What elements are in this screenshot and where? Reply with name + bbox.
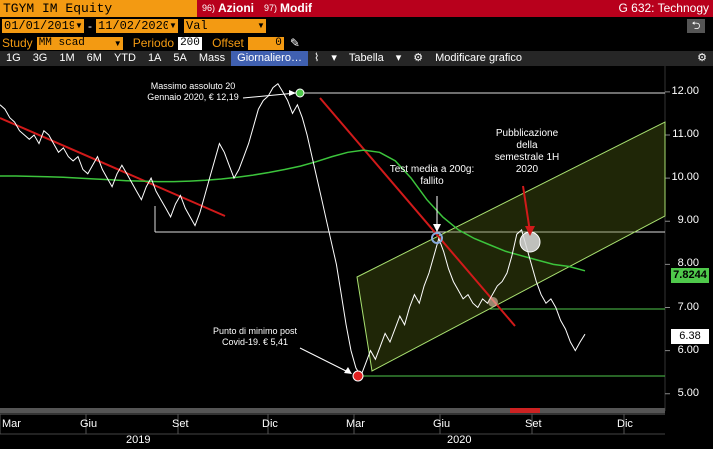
trend-channel xyxy=(356,121,666,372)
y-tick-label: 7.00 xyxy=(677,300,699,313)
min-annotation: Punto di minimo post Covid-19. € 5,41 xyxy=(212,326,298,347)
edit-chart-button[interactable]: Modificare grafico xyxy=(435,52,522,64)
chart-toolbar: 1G 3G 1M 6M YTD 1A 5A Mass Giornaliero… … xyxy=(0,51,713,66)
currency-select[interactable]: Val locale xyxy=(184,19,256,47)
period-label: Periodo xyxy=(132,36,175,50)
chevron-down-icon[interactable]: ▾ xyxy=(331,52,337,64)
ma-test-annotation: Test media a 200g: fallito xyxy=(389,164,475,187)
frequency-select[interactable]: Giornaliero… xyxy=(231,51,308,66)
function-title: G 632: Technogy xyxy=(618,1,709,15)
arrow-head-icon xyxy=(525,226,535,236)
min-annotation-arrow xyxy=(299,347,351,374)
date-range-bar: 01/01/2019 ▼ - 11/02/2020 ▼ Val locale ▼… xyxy=(0,17,713,47)
pencil-icon[interactable]: ✎ xyxy=(289,36,300,50)
max-marker xyxy=(295,88,305,98)
pullback-marker xyxy=(488,297,498,307)
chevron-down-icon[interactable]: ▾ xyxy=(395,52,402,64)
study-bar: Study MM scad ▼ Periodo 200 Offset 0 ✎ xyxy=(0,35,713,51)
grid xyxy=(665,91,670,395)
title-bar-fill xyxy=(317,0,713,17)
return-arrow-icon[interactable]: ⮌ xyxy=(687,19,705,33)
study-dropdown[interactable]: ▼ xyxy=(112,36,123,50)
price-line xyxy=(0,82,586,378)
price-chart[interactable]: 12.00 11.00 10.00 9.00 8.00 7.00 6.00 5.00 7.82… xyxy=(0,66,713,449)
arrow-head-icon xyxy=(433,224,441,232)
range-6m[interactable]: 6M xyxy=(86,52,102,64)
arrow-head-icon xyxy=(344,367,352,374)
x-label-dic-2020: Dic xyxy=(617,418,633,430)
downtrend-line-2019 xyxy=(0,117,226,217)
x-label-giu-2019: Giu xyxy=(80,418,98,430)
plot-area xyxy=(0,66,665,411)
end-date-input[interactable]: 11/02/2020 xyxy=(96,19,171,33)
max-annotation-arrow xyxy=(242,92,297,99)
range-3g[interactable]: 3G xyxy=(32,52,48,64)
x-axis-scrollbar[interactable] xyxy=(0,408,665,413)
max-annotation: Massimo assoluto 20 Gennaio 2020, € 12,1… xyxy=(147,81,239,102)
range-1m[interactable]: 1M xyxy=(59,52,75,64)
downtrend-line-2020 xyxy=(319,97,516,327)
x-label-year-2020: 2020 xyxy=(447,434,472,446)
semestrale-arrow xyxy=(522,185,531,233)
x-label-year-2019: 2019 xyxy=(126,434,151,446)
actions-menu-button[interactable]: 96) Azioni xyxy=(197,0,260,17)
arrow-head-icon xyxy=(289,90,296,96)
actions-menu-number: 96) xyxy=(202,3,216,13)
ma-value-tag: 7.8244 xyxy=(671,268,709,283)
x-label-dic-2019: Dic xyxy=(262,418,278,430)
currency-dropdown[interactable]: ▼ xyxy=(256,19,266,33)
chart-canvas xyxy=(0,66,670,435)
y-tick-label: 12.00 xyxy=(671,84,699,97)
line-chart-icon[interactable]: ⌇ xyxy=(313,52,320,64)
offset-label: Offset xyxy=(212,36,244,50)
min-marker xyxy=(352,370,364,382)
actions-menu-label: Azioni xyxy=(218,1,255,15)
x-axis-ticks xyxy=(0,414,625,434)
y-tick-label: 11.00 xyxy=(672,128,699,140)
range-ytd[interactable]: YTD xyxy=(113,52,136,64)
ma-test-marker xyxy=(431,232,443,244)
x-label-mar-2019: Mar xyxy=(2,418,21,430)
last-price-tag: 6.38 xyxy=(671,329,709,344)
range-mass[interactable]: Mass xyxy=(198,52,226,64)
start-date-input[interactable]: 01/01/2019 xyxy=(2,19,77,33)
modify-menu-label: Modif xyxy=(280,1,313,15)
scrollbar-thumb[interactable] xyxy=(510,408,540,413)
y-tick-label: 5.00 xyxy=(677,386,699,399)
title-bar: TGYM IM Equity 96) Azioni 97) Modif G 63… xyxy=(0,0,713,17)
x-label-mar-2020: Mar xyxy=(346,418,365,430)
x-label-set-2019: Set xyxy=(172,418,189,430)
ma-200-line xyxy=(0,149,586,272)
table-button[interactable]: Tabella xyxy=(348,52,384,64)
end-date-dropdown[interactable]: ▼ xyxy=(168,19,178,33)
y-tick-label: 10.00 xyxy=(671,171,699,184)
modify-menu-button[interactable]: 97) Modif xyxy=(259,0,318,17)
semestrale-annotation: Pubblicazione della semestrale 1H 2020 xyxy=(494,128,560,175)
study-select[interactable]: MM scad xyxy=(36,36,113,50)
range-1a[interactable]: 1A xyxy=(147,52,162,64)
modify-menu-number: 97) xyxy=(264,3,278,13)
offset-input[interactable]: 0 xyxy=(247,36,284,50)
start-date-dropdown[interactable]: ▼ xyxy=(74,19,84,33)
y-tick-label: 6.00 xyxy=(677,343,699,356)
x-label-giu-2020: Giu xyxy=(433,418,451,430)
range-1g[interactable]: 1G xyxy=(6,52,21,64)
x-label-set-2020: Set xyxy=(525,418,542,430)
chart-settings-icon[interactable]: ⚙ xyxy=(413,52,424,64)
period-input[interactable]: 200 xyxy=(178,36,203,50)
ticker-field[interactable]: TGYM IM Equity xyxy=(0,0,197,17)
y-tick-label: 9.00 xyxy=(677,214,699,227)
study-label: Study xyxy=(2,36,33,50)
range-5a[interactable]: 5A xyxy=(173,52,187,64)
gear-icon[interactable]: ⚙ xyxy=(697,52,707,64)
date-separator: - xyxy=(88,19,92,33)
y-tick-label: 8.00 xyxy=(677,257,699,270)
